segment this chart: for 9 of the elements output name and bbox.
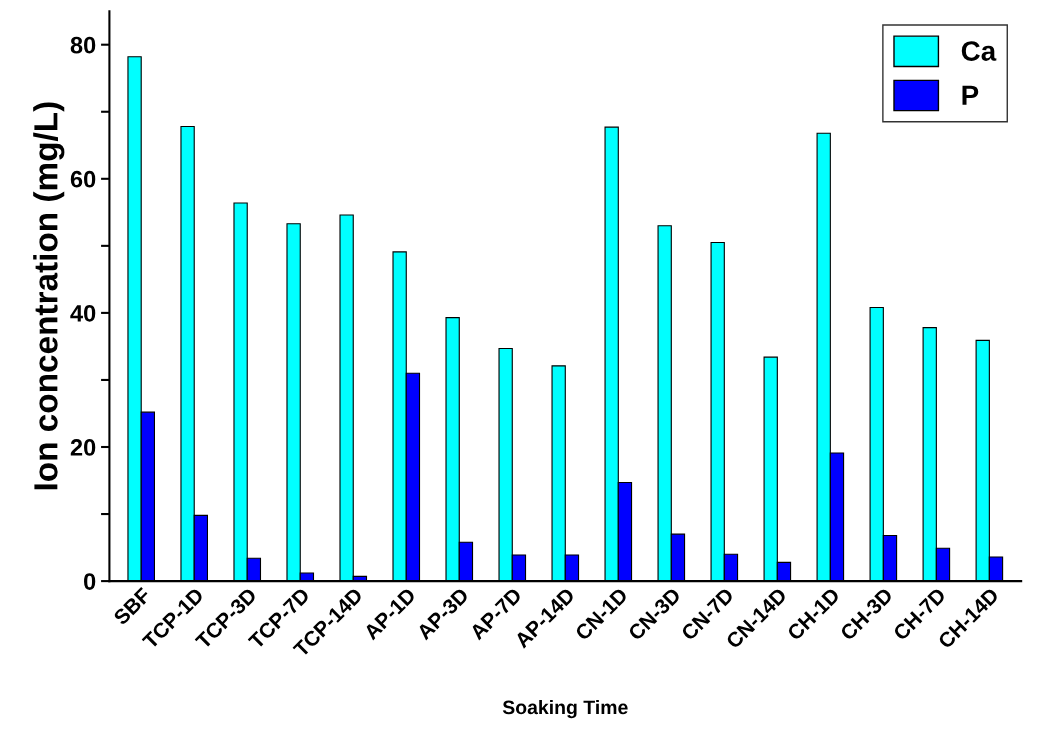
- x-axis-title: Soaking Time: [502, 699, 628, 719]
- y-axis-title: Ion concentration (mg/L): [33, 102, 65, 490]
- y-tick-label: 20: [70, 439, 96, 456]
- y-tick-label: 0: [84, 573, 96, 590]
- legend-label: P: [962, 85, 979, 105]
- y-tick-label: 80: [70, 36, 96, 54]
- y-tick-label: 40: [70, 304, 96, 322]
- y-tick-label: 60: [70, 170, 96, 188]
- legend-label: Ca: [961, 41, 997, 61]
